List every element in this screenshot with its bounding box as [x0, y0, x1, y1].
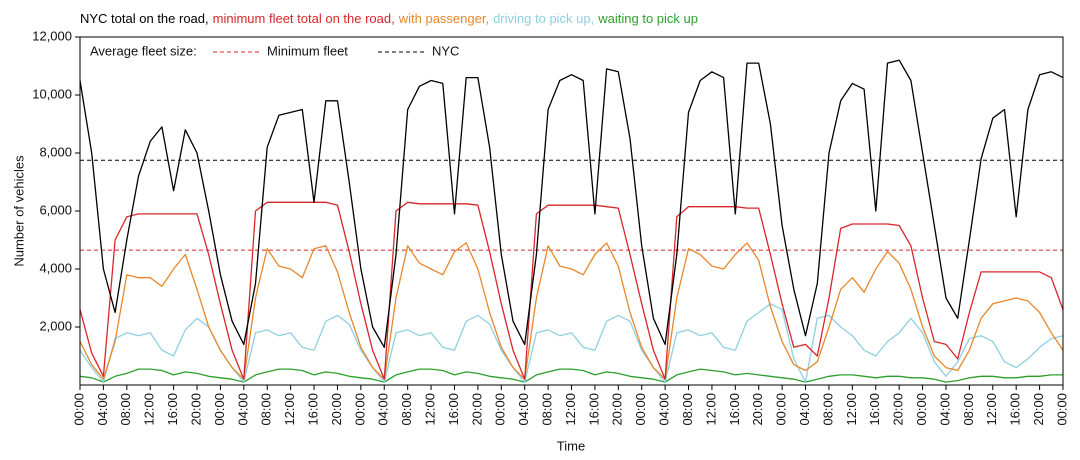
x-axis-label: Time [557, 438, 585, 453]
legend-entry: waiting to pick up [597, 11, 698, 26]
series-line [79, 201, 1064, 380]
x-tick-label: 04:00 [937, 393, 952, 426]
x-tick-label: 00:00 [352, 393, 367, 426]
x-tick-label: 20:00 [1031, 393, 1046, 426]
x-tick-label: 04:00 [235, 393, 250, 426]
x-tick-label: 00:00 [493, 393, 508, 426]
x-tick-label: 04:00 [797, 393, 812, 426]
x-tick-label: 20:00 [750, 393, 765, 426]
y-axis-label: Number of vehicles [11, 155, 26, 267]
x-tick-label: 20:00 [891, 393, 906, 426]
y-tick-label: 10,000 [32, 86, 72, 101]
x-tick-label: 12:00 [282, 393, 297, 426]
x-tick-label: 20:00 [329, 393, 344, 426]
x-tick-label: 20:00 [188, 393, 203, 426]
plot-frame [79, 36, 1064, 386]
x-tick-label: 08:00 [680, 393, 695, 426]
chart-title: NYC total on the road, minimum fleet tota… [80, 11, 698, 26]
x-tick-label: 16:00 [727, 393, 742, 426]
x-tick-label: 08:00 [118, 393, 133, 426]
series-line [79, 242, 1064, 380]
x-tick-label: 04:00 [376, 393, 391, 426]
x-tick-label: 08:00 [399, 393, 414, 426]
y-tick-label: 12,000 [32, 28, 72, 43]
y-tick-label: 4,000 [39, 260, 72, 275]
x-tick-label: 00:00 [914, 393, 929, 426]
x-tick-label: 08:00 [820, 393, 835, 426]
x-tick-label: 12:00 [563, 393, 578, 426]
x-tick-label: 12:00 [844, 393, 859, 426]
x-tick-label: 12:00 [423, 393, 438, 426]
legend-label: NYC [432, 43, 459, 58]
x-tick-label: 12:00 [984, 393, 999, 426]
series-line [79, 368, 1063, 383]
x-tick-label: 00:00 [774, 393, 789, 426]
y-tick-label: 2,000 [39, 318, 72, 333]
x-tick-label: 04:00 [516, 393, 531, 426]
x-tick-label: 16:00 [586, 393, 601, 426]
x-tick-label: 12:00 [703, 393, 718, 426]
x-tick-label: 08:00 [961, 393, 976, 426]
x-tick-label: 16:00 [1008, 393, 1023, 426]
y-tick-label: 8,000 [39, 144, 72, 159]
series-line [79, 303, 1064, 383]
x-tick-label: 04:00 [95, 393, 110, 426]
x-tick-label: 08:00 [540, 393, 555, 426]
legend-entry: driving to pick up, [493, 11, 594, 26]
legend-entry: with passenger, [398, 11, 489, 26]
x-tick-label: 20:00 [469, 393, 484, 426]
x-tick-label: 16:00 [867, 393, 882, 426]
legend-entry: NYC total on the road, [80, 11, 209, 26]
x-tick-label: 12:00 [142, 393, 157, 426]
y-tick-label: 6,000 [39, 202, 72, 217]
legend-title: Average fleet size: [90, 43, 197, 58]
legend-label: Minimum fleet [267, 43, 348, 58]
x-tick-label: 20:00 [610, 393, 625, 426]
x-tick-label: 16:00 [446, 393, 461, 426]
x-tick-label: 16:00 [305, 393, 320, 426]
x-tick-label: 04:00 [657, 393, 672, 426]
x-tick-label: 08:00 [259, 393, 274, 426]
x-tick-label: 00:00 [212, 393, 227, 426]
x-tick-label: 16:00 [165, 393, 180, 426]
x-tick-label: 00:00 [633, 393, 648, 426]
x-tick-label: 00:00 [1054, 393, 1069, 426]
legend-entry: minimum fleet total on the road, [213, 11, 395, 26]
series-line [79, 59, 1064, 348]
x-tick-label: 00:00 [71, 393, 86, 426]
